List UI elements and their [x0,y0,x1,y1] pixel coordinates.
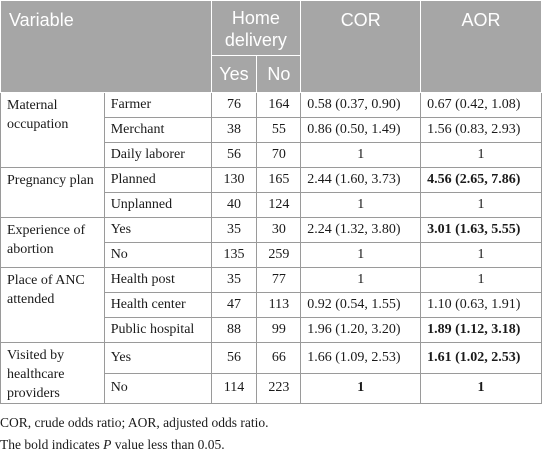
cell-yes-count: 56 [210,342,258,374]
header-aor: AOR [420,0,542,93]
row-category: No [103,372,212,404]
table-row: Visited by healthcare providers Yes 56 66 1.… [0,342,542,404]
cell-no-count: 55 [256,117,302,143]
row-group-label: Maternal occupation [0,92,105,168]
cell-yes-count: 56 [210,142,258,168]
cell-cor: 1 [300,242,422,268]
row-category: Unplanned [103,192,212,218]
row-category: Planned [103,167,212,193]
row-category: Merchant [103,117,212,143]
cell-no-count: 165 [256,167,302,193]
row-category: Farmer [103,92,212,118]
row-category: No [103,242,212,268]
table-footnotes: COR, crude odds ratio; AOR, adjusted odd… [0,412,268,456]
row-group-label: Visited by healthcare providers [0,342,105,404]
cell-yes-count: 47 [210,292,258,318]
cell-yes-count: 40 [210,192,258,218]
cell-yes-count: 38 [210,117,258,143]
cell-yes-count: 135 [210,242,258,268]
table-header: Variable Home delivery COR AOR Yes No [0,0,542,93]
cell-aor: 1 [420,372,542,404]
cell-no-count: 124 [256,192,302,218]
row-category: Yes [103,342,212,374]
cell-yes-count: 35 [210,217,258,243]
cell-yes-count: 114 [210,372,258,404]
cell-yes-count: 35 [210,267,258,293]
cell-yes-count: 88 [210,317,258,343]
table-body: Maternal occupation Farmer 76 164 0.58 (0.37… [0,92,542,404]
row-group-label: Pregnancy plan [0,167,105,218]
row-category: Health center [103,292,212,318]
cell-cor: 2.24 (1.32, 3.80) [300,217,422,243]
p-symbol: P [103,437,112,452]
cell-no-count: 113 [256,292,302,318]
header-no: No [256,55,302,93]
cell-aor: 1.10 (0.63, 1.91) [420,292,542,318]
row-category: Yes [103,217,212,243]
cell-yes-count: 76 [210,92,258,118]
table-row: Pregnancy plan Planned 130 165 2.44 (1.60, 3… [0,167,542,218]
cell-no-count: 99 [256,317,302,343]
table-row: Daily laborer 56 70 1 1 [1,142,542,168]
cell-cor: 1 [300,142,422,168]
cell-aor: 1 [420,192,542,218]
cell-aor: 1 [420,267,542,293]
cell-aor: 1.89 (1.12, 3.18) [420,317,542,343]
cell-cor: 0.58 (0.37, 0.90) [300,92,422,118]
header-cor: COR [300,0,422,93]
footnote-abbreviations: COR, crude odds ratio; AOR, adjusted odd… [0,415,269,430]
row-category: Public hospital [103,317,212,343]
table-row: Merchant 38 55 0.86 (0.50, 1.49) 1.56 (0.83,… [1,117,542,143]
cell-aor: 3.01 (1.63, 5.55) [420,217,542,243]
cell-no-count: 223 [256,372,302,404]
header-home-delivery: Home delivery [210,0,302,56]
cell-cor: 0.92 (0.54, 1.55) [300,292,422,318]
odds-ratio-table: Variable Home delivery COR AOR Yes No Ma… [0,0,542,404]
cell-no-count: 66 [256,342,302,374]
cell-cor: 2.44 (1.60, 3.73) [300,167,422,193]
cell-cor: 1 [300,192,422,218]
cell-cor: 1.96 (1.20, 3.20) [300,317,422,343]
footnote-bold-meaning: The bold indicates P value less than 0.0… [0,437,225,452]
cell-cor: 1.66 (1.09, 2.53) [300,342,422,374]
table-row: Health center 47 113 0.92 (0.54, 1.55) 1.10 … [1,292,542,318]
cell-no-count: 164 [256,92,302,118]
cell-aor: 4.56 (2.65, 7.86) [420,167,542,193]
row-category: Health post [103,267,212,293]
row-group-label: Place of ANC attended [0,267,105,343]
table-row: Place of ANC attended Health post 35 77 1 1 [0,267,542,343]
row-group-label: Experience of abortion [0,217,105,268]
cell-no-count: 77 [256,267,302,293]
table-row: Maternal occupation Farmer 76 164 0.58 (0.37… [0,92,542,168]
table-row: Public hospital 88 99 1.96 (1.20, 3.20) 1.89… [1,317,542,343]
cell-no-count: 30 [256,217,302,243]
cell-no-count: 70 [256,142,302,168]
cell-cor: 1 [300,372,422,404]
header-variable: Variable [0,0,212,93]
cell-no-count: 259 [256,242,302,268]
table-row: Unplanned 40 124 1 1 [1,192,542,218]
table-row: Experience of abortion Yes 35 30 2.24 (1.32,… [0,217,542,268]
cell-aor: 1.61 (1.02, 2.53) [420,342,542,374]
cell-aor: 1 [420,142,542,168]
header-yes: Yes [210,55,258,93]
cell-aor: 1.56 (0.83, 2.93) [420,117,542,143]
table-row: No 114 223 1 1 [1,372,542,404]
cell-cor: 1 [300,267,422,293]
table-row: No 135 259 1 1 [1,242,542,268]
cell-aor: 1 [420,242,542,268]
cell-cor: 0.86 (0.50, 1.49) [300,117,422,143]
cell-aor: 0.67 (0.42, 1.08) [420,92,542,118]
cell-yes-count: 130 [210,167,258,193]
row-category: Daily laborer [103,142,212,168]
